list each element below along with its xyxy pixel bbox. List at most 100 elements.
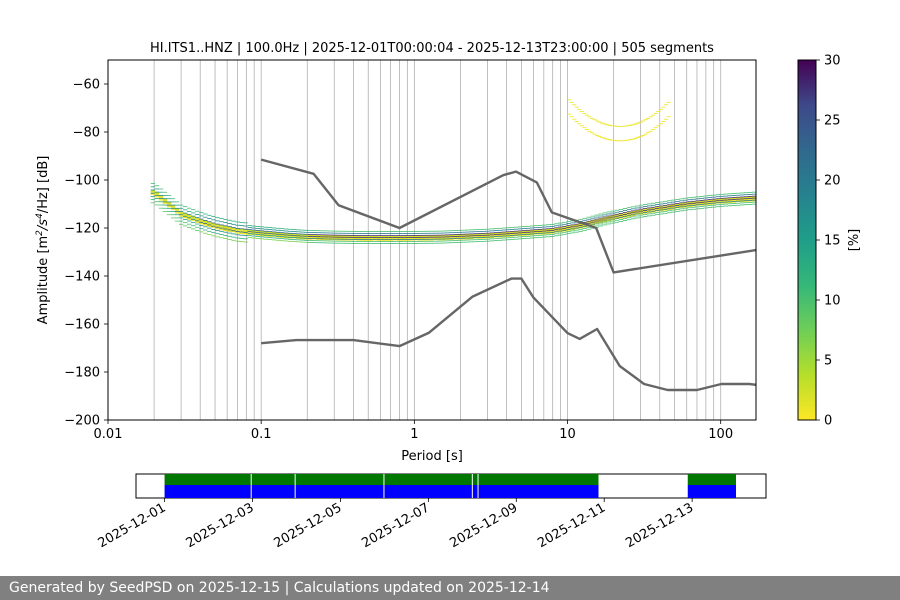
heatmap-cell	[166, 202, 172, 204]
heatmap-cell	[283, 228, 289, 230]
heatmap-cell	[594, 216, 599, 218]
heatmap-cell	[465, 238, 470, 240]
heatmap-cell	[340, 235, 345, 237]
heatmap-cell	[400, 239, 406, 241]
heatmap-cell	[485, 233, 490, 235]
heatmap-cell	[275, 227, 281, 229]
heatmap-cell	[469, 231, 474, 233]
heatmap-cell	[481, 233, 486, 235]
heatmap-cell	[570, 229, 575, 231]
heatmap-cell	[388, 236, 394, 237]
heatmap-cell	[328, 240, 333, 242]
y-tick-label: −100	[64, 174, 100, 189]
heatmap-cell	[566, 225, 571, 227]
heatmap-cell	[485, 234, 490, 236]
heatmap-cell	[243, 222, 248, 224]
heatmap-cell	[332, 238, 337, 240]
heatmap-cell	[150, 190, 156, 191]
heatmap-cell	[243, 229, 248, 231]
heatmap-cell	[417, 235, 422, 237]
heatmap-cell	[199, 221, 204, 222]
heatmap-cell	[267, 231, 273, 233]
heatmap-cell	[433, 235, 438, 237]
heatmap-cell	[162, 201, 168, 203]
heatmap-cell	[154, 193, 160, 194]
heatmap-cell	[574, 226, 579, 228]
heatmap-cell	[304, 239, 309, 241]
heatmap-cell	[461, 234, 466, 236]
heatmap-cell	[300, 235, 305, 237]
heatmap-cell	[638, 213, 644, 215]
heatmap-cell	[586, 228, 591, 230]
heatmap-cell	[481, 233, 486, 235]
heatmap-cell	[735, 199, 741, 201]
heatmap-cell	[707, 200, 712, 202]
heatmap-cell	[235, 228, 240, 230]
heatmap-cell	[485, 240, 490, 242]
heatmap-cell	[316, 237, 321, 238]
heatmap-cell	[344, 235, 349, 237]
heatmap-cell	[308, 235, 313, 236]
heatmap-cell	[638, 204, 644, 206]
heatmap-cell	[396, 241, 402, 242]
heatmap-cell	[291, 237, 297, 238]
heatmap-cell	[207, 223, 212, 225]
heatmap-cell	[663, 202, 668, 204]
heatmap-cell	[259, 234, 264, 236]
heatmap-cell	[634, 207, 640, 209]
heatmap-cell	[582, 112, 587, 114]
heatmap-cell	[663, 206, 668, 208]
heatmap-cell	[602, 217, 607, 218]
heatmap-cell	[295, 238, 301, 240]
heatmap-cell	[747, 204, 753, 205]
heatmap-cell	[626, 219, 632, 221]
heatmap-cell	[743, 200, 749, 202]
heatmap-cell	[421, 239, 426, 241]
heatmap-cell	[291, 233, 297, 234]
heatmap-cell	[425, 237, 430, 239]
heatmap-cell	[324, 234, 329, 236]
heatmap-cell	[263, 232, 269, 234]
heatmap-cell	[231, 233, 236, 235]
heatmap-cell	[525, 229, 531, 231]
heatmap-cell	[566, 225, 571, 227]
heatmap-cell	[651, 207, 656, 209]
heatmap-cell	[154, 191, 160, 193]
heatmap-cell	[731, 195, 737, 196]
heatmap-cell	[187, 217, 192, 219]
heatmap-cell	[501, 235, 507, 236]
heatmap-cell	[304, 236, 309, 238]
heatmap-cell	[429, 230, 434, 232]
heatmap-cell	[485, 235, 490, 237]
heatmap-cell	[368, 236, 373, 237]
heatmap-cell	[182, 209, 188, 211]
heatmap-cell	[219, 218, 224, 219]
heatmap-cell	[219, 227, 224, 229]
heatmap-cell	[592, 133, 597, 135]
heatmap-cell	[509, 239, 515, 240]
heatmap-cell	[655, 206, 660, 208]
heatmap-cell	[469, 234, 474, 236]
heatmap-cell	[489, 232, 495, 234]
heatmap-cell	[360, 233, 365, 234]
heatmap-cell	[719, 201, 725, 203]
heatmap-cell	[388, 237, 394, 238]
heatmap-cell	[364, 236, 369, 238]
heatmap-cell	[295, 236, 301, 238]
heatmap-cell	[215, 236, 220, 238]
heatmap-cell	[166, 203, 172, 205]
heatmap-cell	[542, 230, 547, 232]
coverage-bar	[687, 474, 736, 485]
heatmap-cell	[203, 221, 208, 223]
heatmap-cell	[586, 216, 591, 218]
heatmap-cell	[691, 200, 696, 202]
heatmap-cell	[255, 231, 260, 232]
heatmap-cell	[735, 192, 741, 194]
heatmap-cell	[473, 236, 478, 237]
heatmap-cell	[348, 235, 353, 237]
heatmap-cell	[695, 203, 700, 205]
heatmap-cell	[546, 224, 551, 226]
heatmap-cell	[566, 99, 572, 101]
heatmap-cell	[396, 238, 402, 240]
heatmap-cell	[316, 235, 321, 237]
